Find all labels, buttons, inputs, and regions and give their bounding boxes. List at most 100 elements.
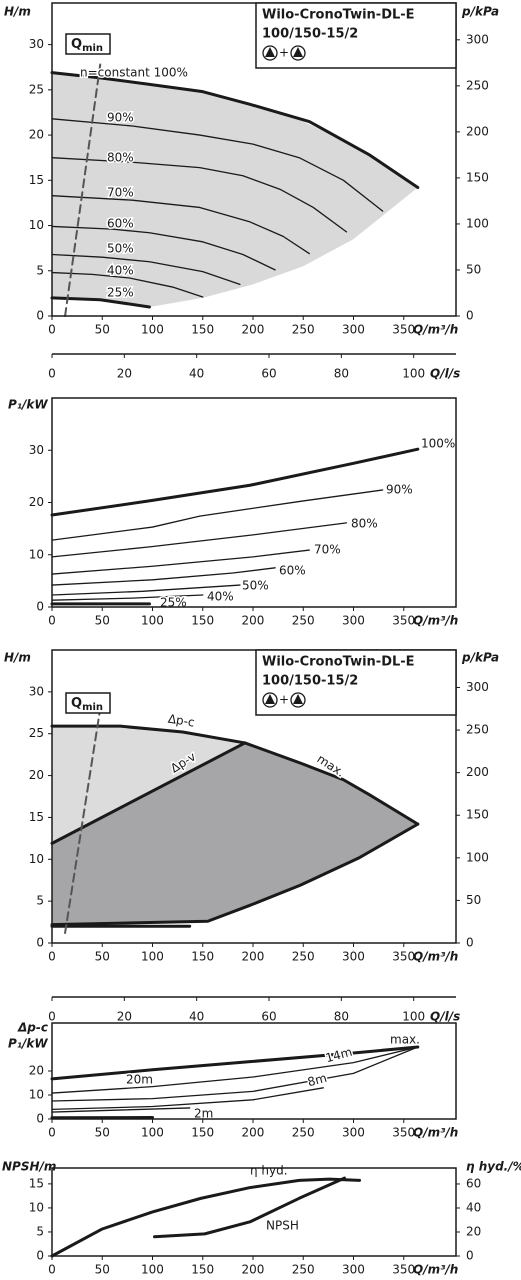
x-tick-label: 0	[48, 323, 56, 337]
x-tick-label: 300	[342, 950, 365, 964]
operating-region	[52, 742, 418, 925]
curve-label: 8m	[306, 1071, 328, 1090]
y-tick-label: 0	[36, 936, 44, 950]
y-tick-label: 0	[36, 1112, 44, 1126]
y-tick-label: 10	[29, 1088, 44, 1102]
curve	[51, 549, 310, 575]
y-tick-label: 25	[29, 726, 44, 740]
curve	[243, 741, 420, 826]
curve-label: NPSH	[266, 1219, 299, 1233]
curve	[51, 195, 310, 255]
subtitle: 100/150-15/2	[262, 674, 358, 689]
x2-tick-label: 20	[117, 367, 132, 381]
x2-tick-label: 80	[334, 367, 349, 381]
x-tick-label: 350	[392, 614, 415, 628]
x-tick-label: 350	[392, 1126, 415, 1140]
x-axis-label: Q/m³/h	[413, 614, 458, 628]
qmin-q: Q	[71, 37, 82, 52]
curve	[64, 707, 102, 934]
curve-label: η hyd.	[250, 1164, 288, 1178]
pump-symbol: +	[279, 46, 289, 60]
curve	[51, 271, 204, 298]
y2-tick-label: 100	[466, 216, 489, 230]
curve-label: 100%	[421, 437, 455, 451]
curve	[50, 71, 420, 190]
y-tick-label: 30	[29, 37, 44, 51]
curve-label: 2m	[194, 1107, 213, 1121]
x-tick-label: 300	[342, 1126, 365, 1140]
curve-label: Δp-c	[167, 712, 196, 730]
y-tick-label: 20	[29, 495, 44, 509]
x-tick-label: 0	[48, 1263, 56, 1277]
curve	[51, 253, 241, 285]
y2-tick-label: 150	[466, 170, 489, 184]
pump-icon-triangle	[265, 694, 275, 704]
title-box	[255, 2, 457, 69]
y-tick-label: 25	[29, 82, 44, 96]
curve-label: 50%	[107, 242, 134, 256]
y-tick-label: 30	[29, 443, 44, 457]
x-tick-label: 350	[392, 950, 415, 964]
x-tick-label: 200	[242, 950, 265, 964]
pump-icon-triangle	[293, 47, 303, 57]
title: Wilo-CronoTwin-DL-E	[262, 655, 415, 670]
y2-axis-label: p/kPa	[461, 651, 499, 665]
x-tick-label: 0	[48, 614, 56, 628]
y2-tick-label: 40	[466, 1200, 481, 1214]
y2-tick-label: 300	[466, 32, 489, 46]
title-box	[255, 649, 457, 716]
qmin-label: Qmin	[71, 696, 103, 714]
y-tick-label: 5	[36, 894, 44, 908]
x-tick-label: 200	[242, 1126, 265, 1140]
y-tick-label: 15	[29, 173, 44, 187]
curve-label: 50%	[242, 579, 269, 593]
x-tick-label: 100	[141, 614, 164, 628]
x2-tick-label: 60	[261, 1010, 276, 1024]
qmin-label: Qmin	[71, 37, 103, 55]
y-tick-label: 10	[29, 1200, 44, 1214]
curve	[51, 1107, 191, 1113]
qmin-box	[65, 33, 111, 55]
x-tick-label: 200	[242, 1263, 265, 1277]
plot-frame	[51, 397, 457, 608]
x-tick-label: 150	[191, 1263, 214, 1277]
y-axis-label: H/m	[4, 5, 31, 19]
x2-tick-label: 80	[334, 1010, 349, 1024]
y-axis-label: P₁/kW	[8, 1037, 48, 1051]
curve-label: 40%	[207, 590, 234, 604]
x-tick-label: 50	[95, 950, 110, 964]
y-tick-label: 15	[29, 810, 44, 824]
x-tick-label: 50	[95, 323, 110, 337]
curve	[51, 1046, 419, 1102]
curve	[51, 157, 348, 233]
x-tick-label: 250	[292, 1263, 315, 1277]
x-tick-label: 300	[342, 323, 365, 337]
y-tick-label: 5	[36, 263, 44, 277]
curve-label: 90%	[386, 483, 413, 497]
curve	[51, 225, 276, 271]
x2-tick-label: 0	[48, 1010, 56, 1024]
x-tick-label: 100	[141, 950, 164, 964]
y2-tick-label: 150	[466, 808, 489, 822]
plot-frame	[51, 649, 457, 944]
y-tick-label: 15	[29, 1176, 44, 1190]
plot-frame	[51, 2, 457, 317]
curve	[51, 567, 276, 586]
y2-axis-label: η hyd./%	[466, 1160, 521, 1174]
curve-label: 80%	[107, 151, 134, 165]
qmin-q: Q	[71, 696, 82, 711]
curve-label: 70%	[314, 543, 341, 557]
x-tick-label: 100	[141, 1126, 164, 1140]
y-tick-label: 10	[29, 852, 44, 866]
curve	[51, 1046, 419, 1094]
x-tick-label: 350	[392, 323, 415, 337]
curve-label: 80%	[351, 517, 378, 531]
plot-frame	[51, 1167, 457, 1257]
curve-label: 70%	[107, 186, 134, 200]
x-axis-label: Q/m³/h	[413, 323, 458, 337]
y2-tick-label: 0	[466, 309, 474, 323]
curve-label: 20m	[126, 1073, 153, 1087]
y2-tick-label: 0	[466, 936, 474, 950]
y2-axis-label: p/kPa	[461, 5, 499, 19]
